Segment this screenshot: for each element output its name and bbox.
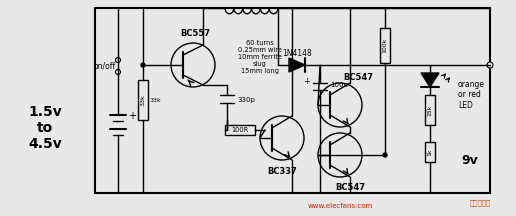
Polygon shape [289,58,305,72]
Text: on/off: on/off [94,62,116,70]
Text: 15k: 15k [427,104,432,116]
Polygon shape [421,73,439,87]
Text: BC547: BC547 [335,184,365,192]
Bar [380,28,390,63]
Text: www.elecfans.com: www.elecfans.com [308,203,373,209]
Text: orange
or red
LED: orange or red LED [458,80,485,110]
Bar [95,8,490,193]
Text: 330p: 330p [237,97,255,103]
Bar [425,142,435,162]
Circle shape [141,63,145,67]
Text: 33k: 33k [140,94,146,106]
Text: BC337: BC337 [267,167,297,175]
Text: 电子发烧友: 电子发烧友 [470,200,491,206]
Text: BC547: BC547 [343,73,373,81]
Bar [425,95,435,125]
Circle shape [171,43,215,87]
Text: 1k: 1k [427,148,432,156]
Text: 100u: 100u [330,82,348,88]
Circle shape [318,83,362,127]
Circle shape [116,70,121,75]
Text: +: + [128,111,136,121]
Circle shape [487,62,493,68]
Text: 1N4148: 1N4148 [282,49,312,59]
Bar [225,125,255,135]
Circle shape [383,153,387,157]
Text: +: + [303,76,310,86]
Circle shape [318,133,362,177]
Text: 100R: 100R [231,127,249,133]
Text: BC557: BC557 [180,29,210,38]
Text: 60 turns
0.25mm wire
10mm ferrite
slug
15mm long: 60 turns 0.25mm wire 10mm ferrite slug 1… [238,40,282,74]
Circle shape [260,116,304,160]
Text: 100k: 100k [382,38,388,53]
Text: 33k: 33k [0,215,1,216]
Text: 1.5v
to
4.5v: 1.5v to 4.5v [28,105,62,151]
Circle shape [116,57,121,62]
Text: 33k: 33k [150,97,162,103]
Text: 9v: 9v [462,154,478,167]
Bar [138,80,148,120]
